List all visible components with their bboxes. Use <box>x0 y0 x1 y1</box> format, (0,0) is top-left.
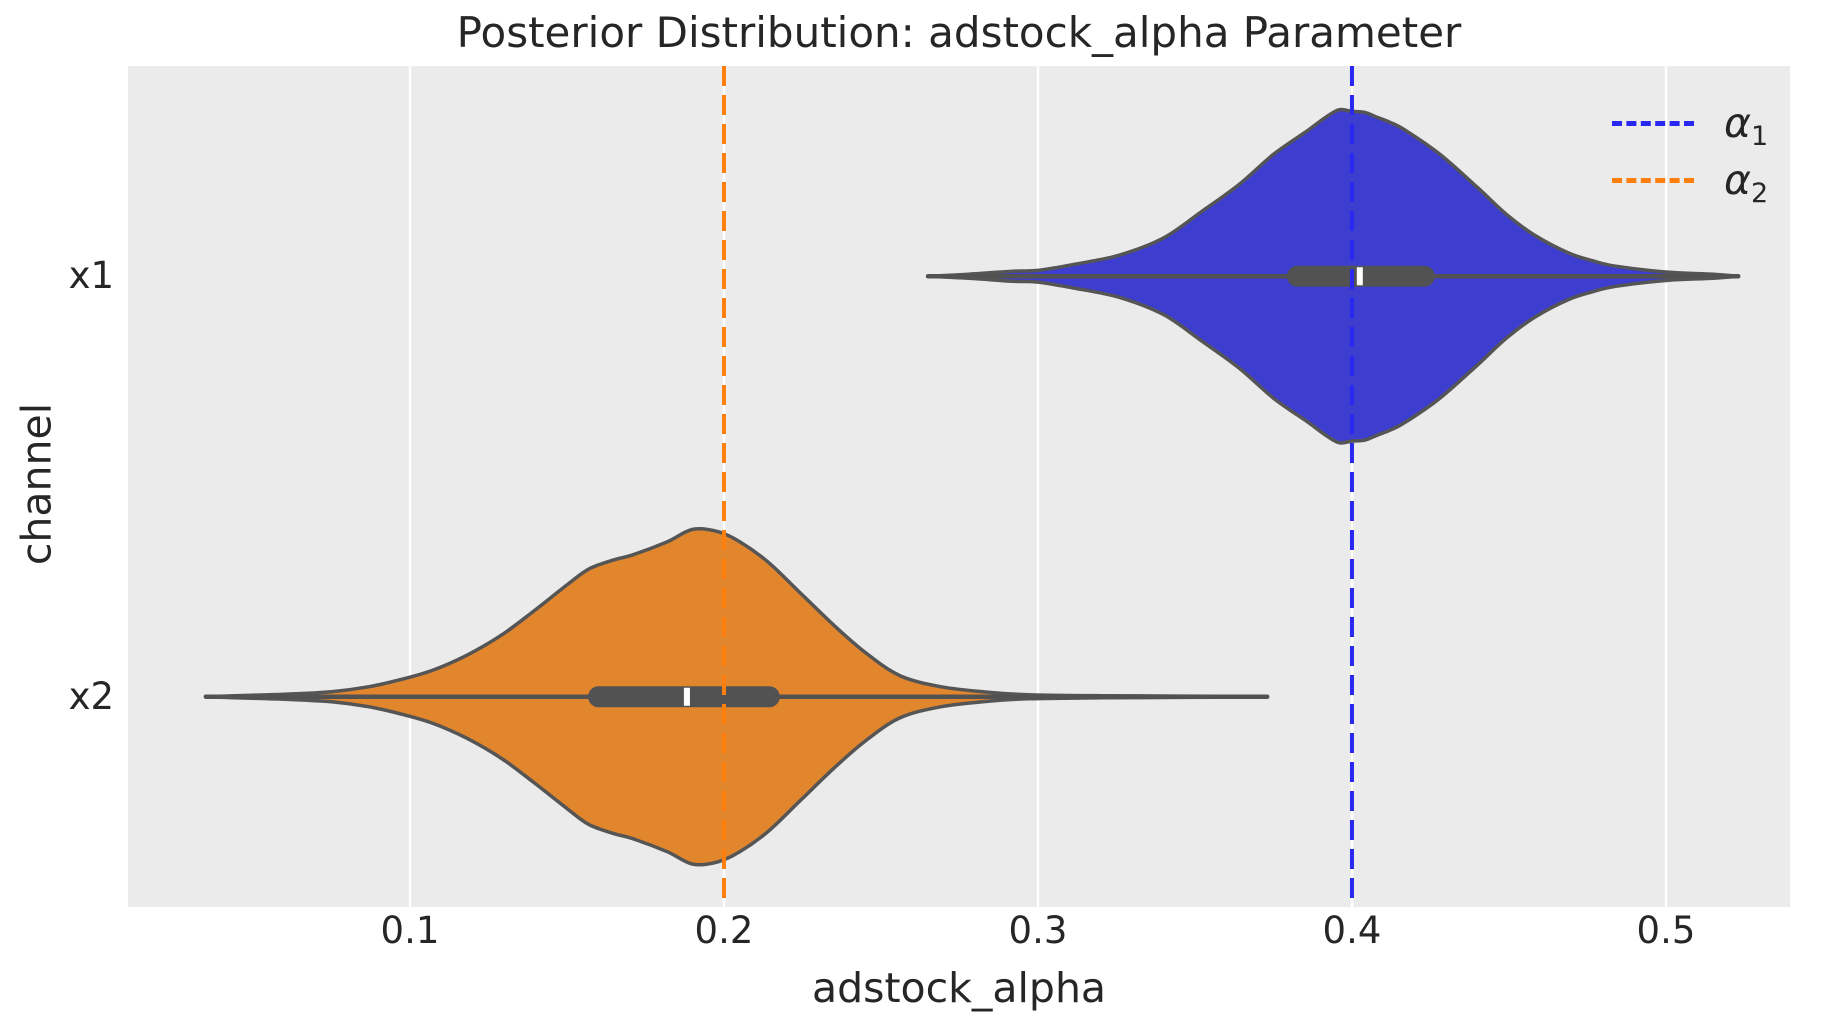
chart-title: Posterior Distribution: adstock_alpha Pa… <box>456 8 1462 57</box>
y-tick-label-x2: x2 <box>68 674 114 718</box>
x-tick-label-0-3: 0.3 <box>1008 909 1068 952</box>
legend-label-alpha2: α2 <box>1724 155 1769 209</box>
legend-item-alpha1: α1 <box>1612 98 1769 152</box>
legend-line-alpha1 <box>1612 120 1694 126</box>
median-tick-x2 <box>683 687 690 706</box>
x-tick-label-0-2: 0.2 <box>694 909 754 952</box>
x-axis-label: adstock_alpha <box>811 964 1107 1012</box>
legend-label-alpha1: α1 <box>1724 98 1769 152</box>
y-tick-label-x1: x1 <box>68 254 114 298</box>
median-tick-x1 <box>1356 267 1363 286</box>
plot-background <box>128 66 1790 907</box>
x-tick-label-0-5: 0.5 <box>1636 909 1696 952</box>
x-tick-label-0-1: 0.1 <box>380 909 440 952</box>
legend-line-alpha2 <box>1612 177 1694 183</box>
y-axis-label: channel <box>12 402 61 566</box>
legend-item-alpha2: α2 <box>1612 155 1769 209</box>
x-tick-label-0-4: 0.4 <box>1322 909 1382 952</box>
